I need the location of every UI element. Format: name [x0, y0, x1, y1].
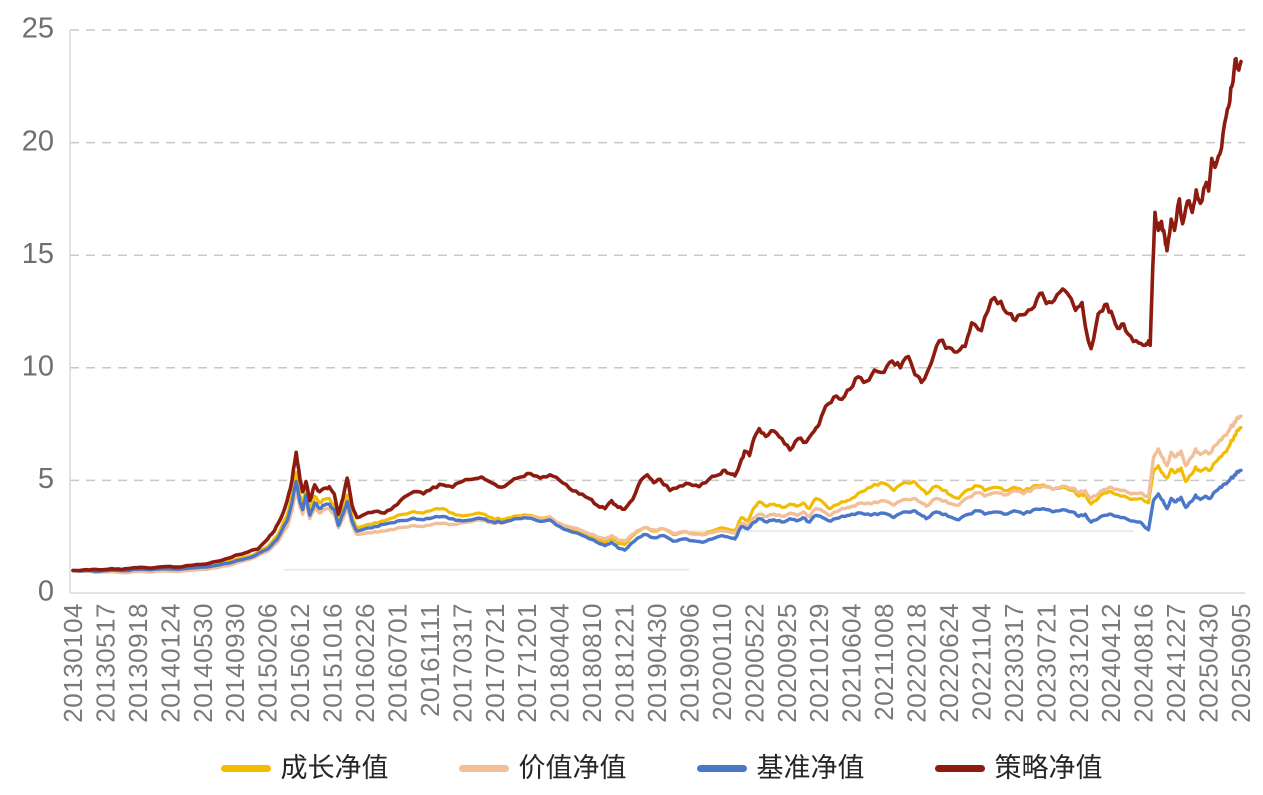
legend-item-benchmark-nav: 基准净值 [696, 752, 865, 784]
chart-legend: 成长净值 价值净值 基准净值 策略净值 [60, 745, 1263, 791]
x-tick-label-20200522: 20200522 [739, 603, 769, 723]
x-tick-label-20160701: 20160701 [382, 603, 412, 723]
x-tick-label-20140530: 20140530 [188, 603, 218, 723]
y-tick-label-5: 5 [38, 463, 54, 495]
x-tick-label-20181221: 20181221 [610, 603, 640, 723]
y-tick-label-15: 15 [22, 238, 54, 270]
x-tick-label-20230317: 20230317 [999, 603, 1029, 723]
x-tick-label-20250905: 20250905 [1226, 603, 1256, 723]
x-tick-label-20130104: 20130104 [58, 603, 88, 723]
x-tick-label-20161111: 20161111 [415, 603, 445, 717]
strategy-line-swatch-icon [934, 764, 985, 772]
legend-label-strategy-nav: 策略净值 [994, 752, 1103, 784]
x-tick-label-20221104: 20221104 [966, 603, 996, 721]
y-tick-label-0: 0 [38, 576, 54, 608]
x-tick-label-20170317: 20170317 [447, 603, 477, 723]
x-tick-label-20140930: 20140930 [220, 603, 250, 723]
y-tick-label-25: 25 [22, 13, 54, 45]
x-tick-label-20230721: 20230721 [1031, 603, 1061, 723]
legend-item-value-nav: 价值净值 [458, 752, 627, 784]
x-tick-label-20130517: 20130517 [90, 603, 120, 723]
x-tick-label-20240412: 20240412 [1096, 603, 1126, 723]
x-tick-label-20240816: 20240816 [1129, 603, 1159, 723]
x-tick-label-20220218: 20220218 [902, 603, 932, 723]
benchmark-line-swatch-icon [696, 764, 747, 772]
nav-line-chart: 0 5 10 15 20 25 20130104 20130517 20130918 201401… [22, 13, 1256, 723]
value-line-swatch-icon [458, 764, 509, 772]
x-tick-label-20130918: 20130918 [123, 603, 153, 723]
x-tick-label-20160226: 20160226 [350, 603, 380, 723]
x-tick-label-20241227: 20241227 [1161, 603, 1191, 723]
x-tick-label-20210129: 20210129 [804, 603, 834, 723]
x-tick-label-20190430: 20190430 [642, 603, 672, 723]
x-tick-label-20170721: 20170721 [480, 603, 510, 723]
x-tick-label-20211008: 20211008 [869, 603, 899, 721]
series-line-benchmark-nav [71, 468, 1243, 573]
x-tick-label-20180810: 20180810 [577, 603, 607, 723]
series-line-strategy-nav [71, 56, 1243, 573]
legend-item-growth-nav: 成长净值 [220, 752, 389, 784]
y-tick-label-20: 20 [22, 125, 54, 157]
series-line-growth-nav [71, 425, 1243, 573]
x-tick-label-20200110: 20200110 [707, 603, 737, 721]
x-tick-label-20151016: 20151016 [318, 603, 348, 723]
x-tick-label-20140124: 20140124 [155, 603, 185, 723]
legend-label-benchmark-nav: 基准净值 [756, 752, 865, 784]
legend-label-value-nav: 价值净值 [518, 752, 627, 784]
y-tick-label-10: 10 [22, 350, 54, 382]
x-tick-label-20220624: 20220624 [934, 603, 964, 723]
x-tick-label-20190906: 20190906 [674, 603, 704, 723]
legend-item-strategy-nav: 策略净值 [934, 752, 1103, 784]
chart-canvas: 0 5 10 15 20 25 20130104 20130517 20130918 201401… [22, 13, 1256, 723]
x-tick-label-20171201: 20171201 [512, 603, 542, 723]
x-tick-label-20150206: 20150206 [253, 603, 283, 723]
x-tick-label-20200925: 20200925 [772, 603, 802, 723]
x-tick-label-20250430: 20250430 [1194, 603, 1224, 723]
legend-label-growth-nav: 成长净值 [280, 752, 389, 784]
x-tick-label-20180404: 20180404 [545, 603, 575, 723]
growth-line-swatch-icon [220, 764, 271, 772]
series-line-value-nav [71, 414, 1243, 575]
x-tick-label-20231201: 20231201 [1064, 603, 1094, 723]
x-tick-label-20150612: 20150612 [285, 603, 315, 723]
x-tick-label-20210604: 20210604 [837, 603, 867, 723]
